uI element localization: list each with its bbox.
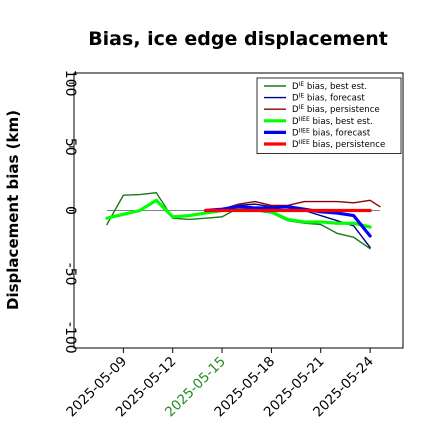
- y-tick-label: 50: [62, 138, 78, 156]
- y-tick-label: 100: [62, 70, 78, 97]
- legend: DIE bias, best est.DIE bias, forecastDIE…: [256, 77, 402, 154]
- y-tick-label: 0: [62, 206, 78, 215]
- legend-label-3: DIE bias, persistence: [292, 104, 380, 115]
- y-tick-label: -50: [62, 263, 78, 286]
- y-axis-label: Displacement bias (km): [4, 110, 22, 310]
- series-layer: [105, 191, 381, 250]
- legend-label-1: DIE bias, best est.: [292, 81, 367, 92]
- legend-label-4: DIIEE bias, best est.: [292, 116, 373, 127]
- series-line-3: [204, 199, 381, 212]
- legend-label-6: DIIEE bias, persistence: [292, 139, 385, 150]
- series-line-5: [204, 205, 372, 238]
- legend-box: [256, 77, 402, 154]
- legend-label-5: DIIEE bias, forecast: [292, 127, 371, 138]
- y-axis: 100 50 0 -50 -100: [62, 70, 78, 354]
- y-tick-label: -100: [62, 322, 78, 354]
- chart-title: Bias, ice edge displacement: [88, 28, 388, 50]
- legend-label-2: DIE bias, forecast: [292, 93, 365, 104]
